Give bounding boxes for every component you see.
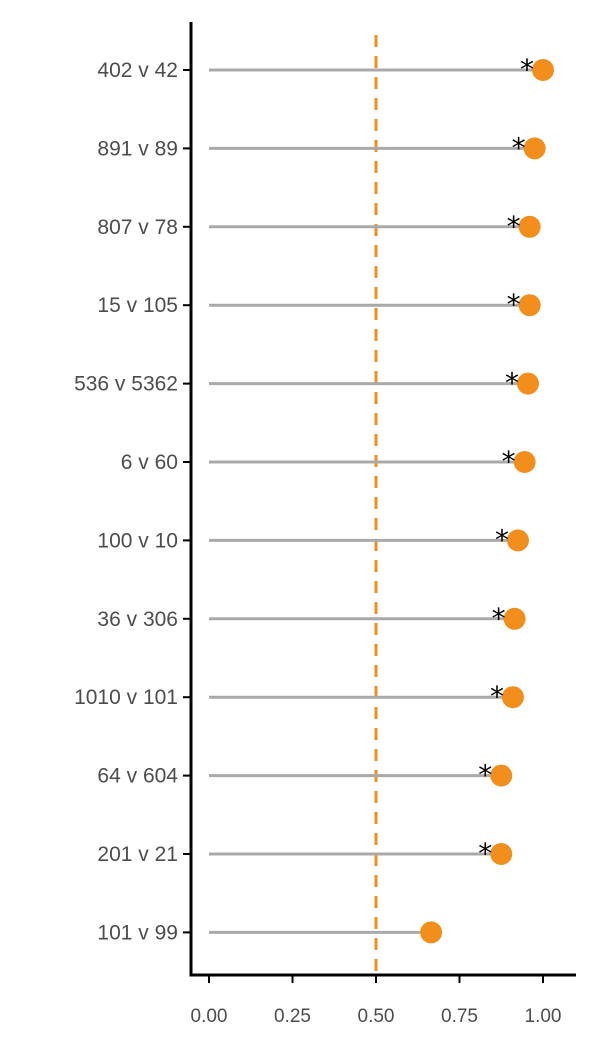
x-tick-label: 0.75 [441,1006,478,1027]
points-layer [420,59,554,944]
x-tick-label: 1.00 [525,1006,562,1027]
significance-star: * [505,367,519,400]
x-tick-label: 0.25 [274,1006,311,1027]
significance-star: * [502,445,516,478]
significance-star: * [507,288,521,321]
significance-star: * [492,602,506,635]
data-point [523,137,546,160]
significance-layer: * * * * * * * * * * * [478,53,534,870]
significance-star: * [478,759,492,792]
y-tick-labels: 402 v 42 891 v 89 807 v 78 15 v 105 536 v 53… [74,59,178,944]
y-tick-label: 36 v 306 [97,608,178,631]
y-tick-label: 100 v 10 [97,529,178,552]
data-point [490,843,513,865]
data-point [420,921,443,944]
y-tick-label: 536 v 5362 [74,373,178,396]
data-point [518,215,541,238]
data-point [501,686,524,709]
data-point [513,451,536,473]
y-tick-label: 891 v 89 [97,137,178,160]
y-tick-label: 807 v 78 [97,216,178,239]
data-point [516,372,539,395]
x-tick-label: 0.00 [191,1006,228,1027]
y-tick-label: 15 v 105 [97,294,178,317]
x-tick-labels: 0.00 0.25 0.50 0.75 1.00 [191,1006,562,1027]
significance-star: * [507,210,521,243]
y-tick-label: 64 v 604 [97,765,178,788]
data-point [490,764,513,787]
y-tick-label: 402 v 42 [97,59,178,82]
significance-star: * [495,523,509,556]
y-tick-label: 101 v 99 [97,921,178,944]
data-point [506,529,529,552]
data-point [518,294,541,317]
data-point [532,59,554,81]
x-tick-label: 0.50 [358,1006,395,1027]
significance-star: * [512,131,526,164]
stems-layer [209,68,543,934]
significance-star: * [520,53,534,86]
significance-star: * [478,837,492,870]
significance-star: * [490,680,504,713]
y-tick-label: 6 v 60 [121,451,178,474]
y-tick-label: 1010 v 101 [74,686,178,709]
y-tick-label: 201 v 21 [97,843,178,866]
data-point [503,607,526,630]
axes-layer [183,22,576,983]
